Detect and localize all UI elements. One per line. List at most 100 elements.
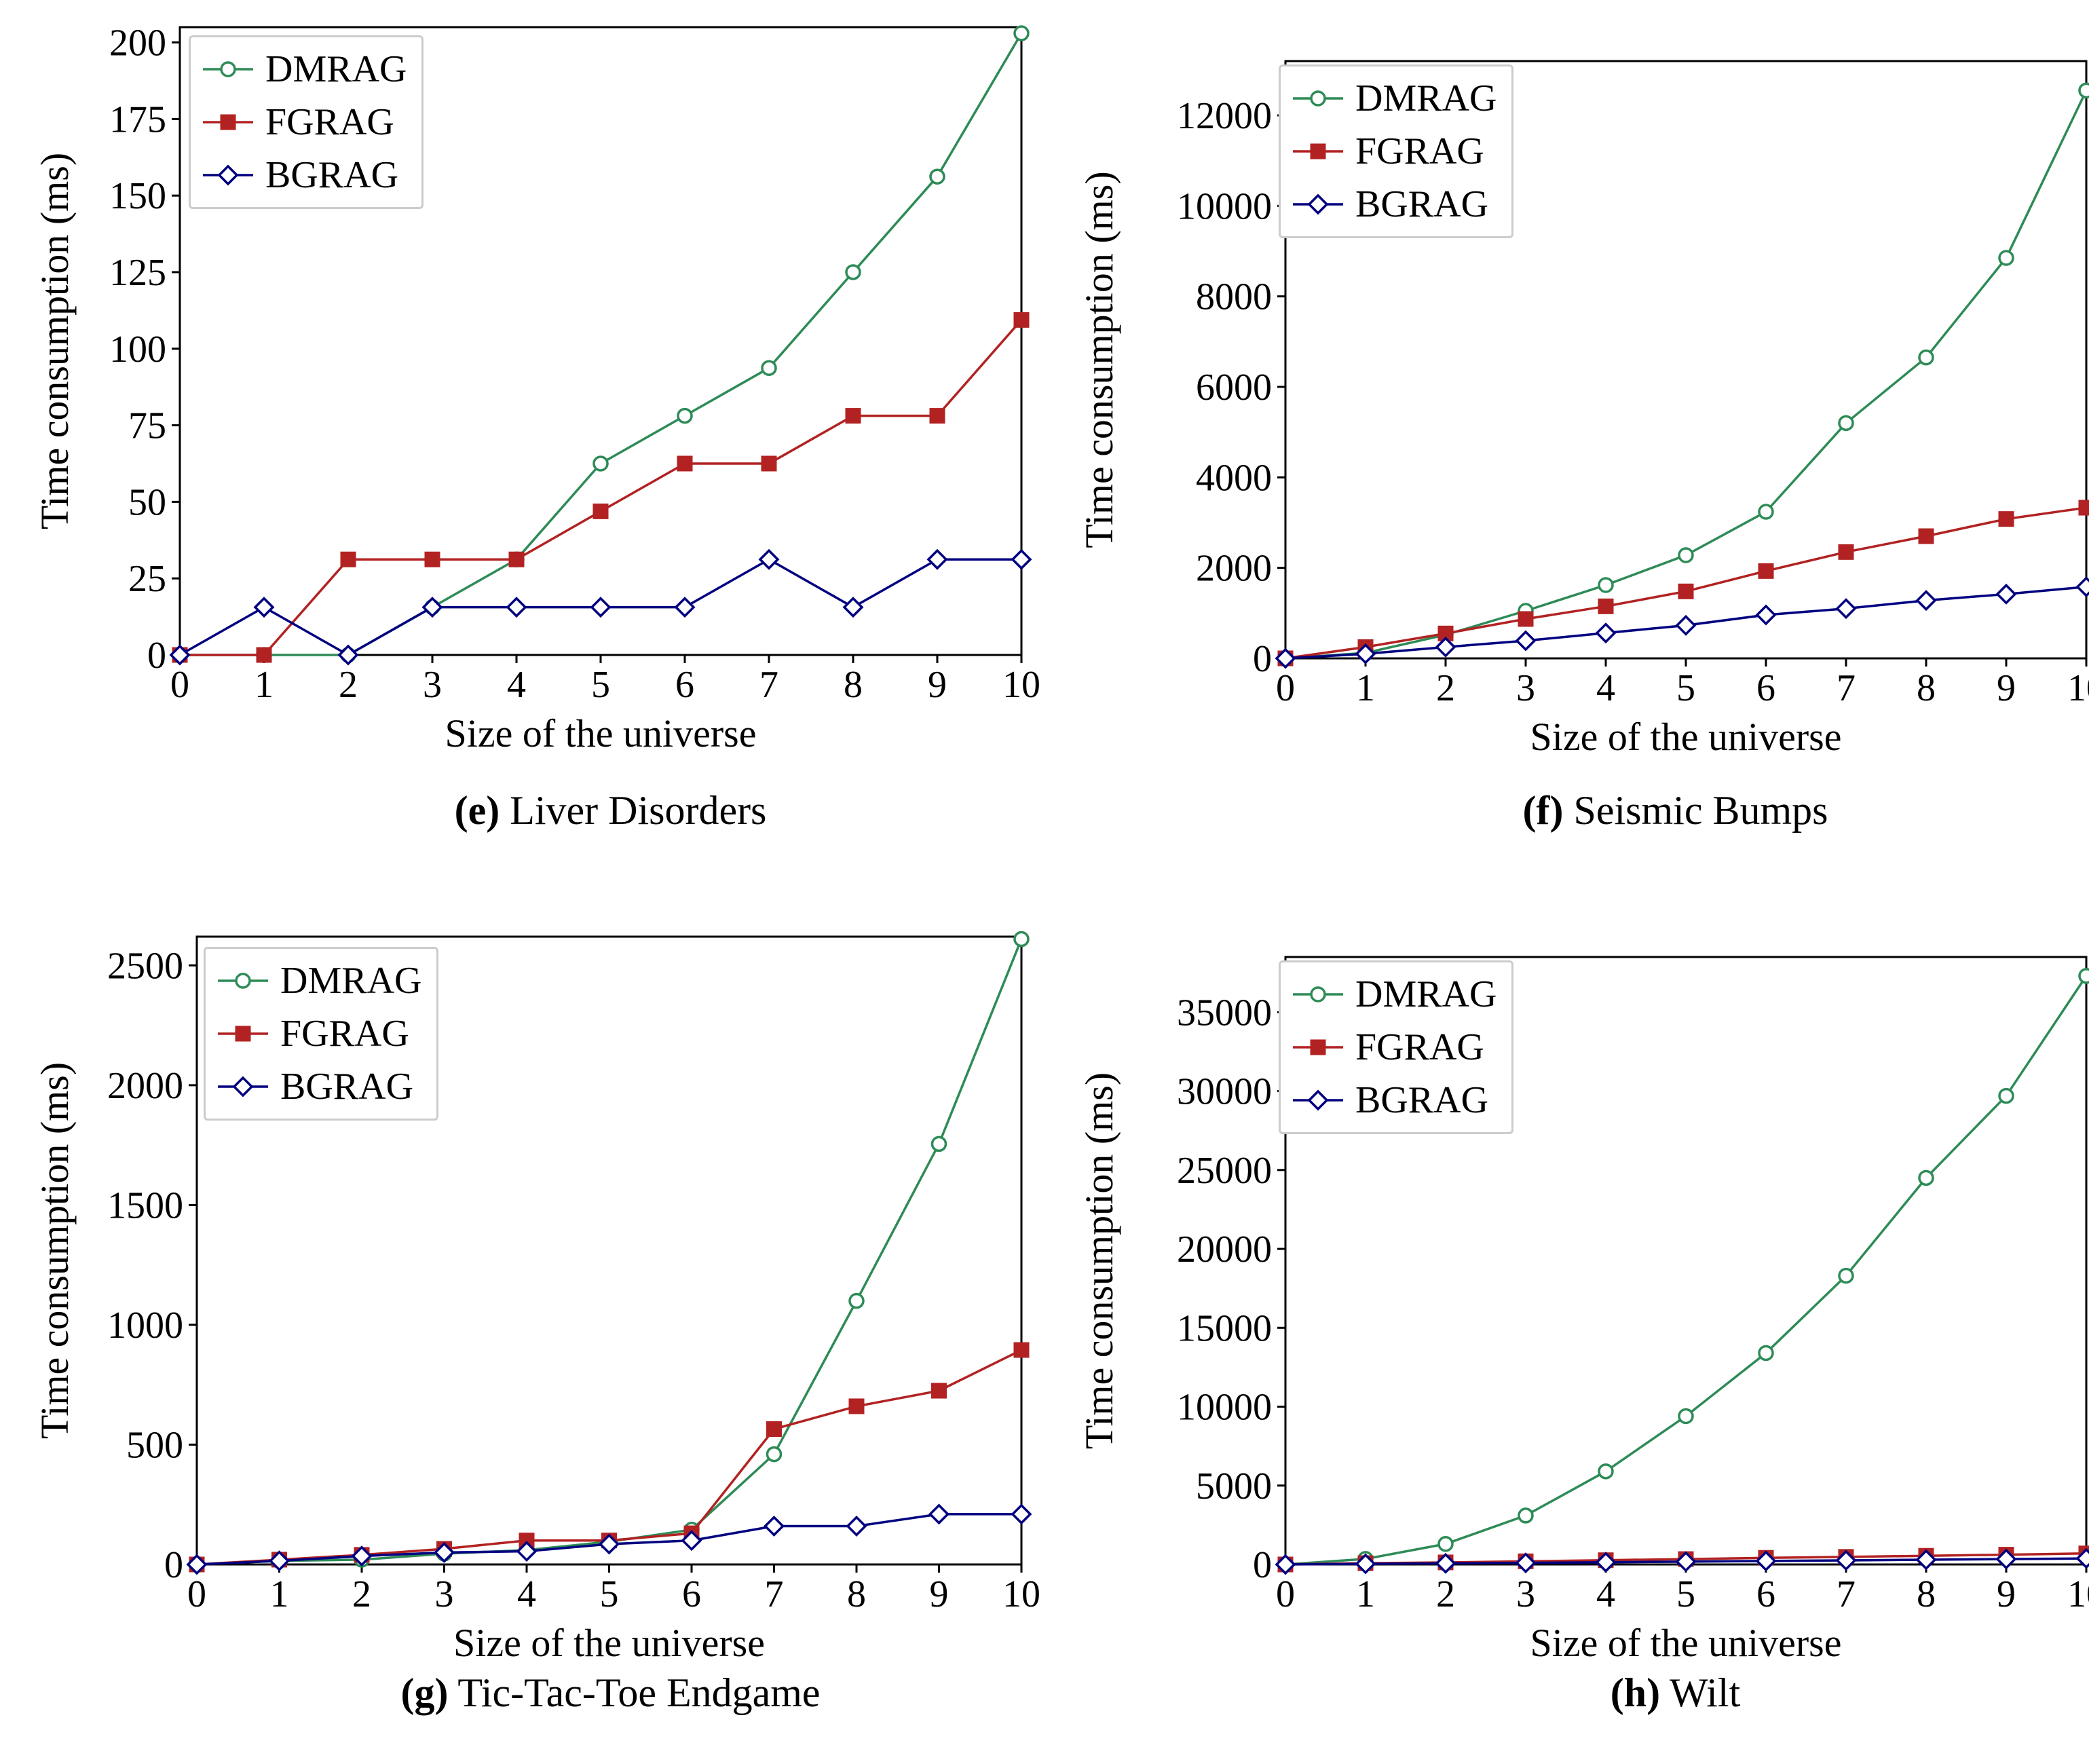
legend-marker <box>203 114 253 130</box>
data-point <box>1355 1553 1376 1575</box>
legend: DMRAG FGRAG BGRAG <box>189 35 424 209</box>
y-tick-label: 2000 <box>1196 548 1272 590</box>
data-point <box>1995 583 2017 605</box>
x-tick-label: 4 <box>1596 667 1615 709</box>
x-tick-label: 4 <box>1596 1573 1615 1615</box>
data-point <box>1678 583 1694 599</box>
y-tick-label: 100 <box>109 329 166 371</box>
x-tick-label: 8 <box>847 1573 866 1615</box>
chart-seismic-bumps: 0 1 2 3 4 5 6 7 8 9 10 0 2000 4000 6000 8000 10000 12000 S… <box>1077 60 2089 759</box>
data-point <box>1598 1463 1614 1480</box>
y-tick-label: 150 <box>109 175 166 217</box>
legend-label: FGRAG <box>1355 130 1484 172</box>
data-point <box>1675 614 1697 636</box>
y-tick-label: 175 <box>109 98 166 140</box>
legend: DMRAG FGRAG BGRAG <box>1279 64 1514 238</box>
x-tick-label: 10 <box>2067 667 2089 709</box>
data-point <box>269 1550 290 1572</box>
x-axis-label: Size of the universe <box>1530 1621 1841 1665</box>
data-point <box>1013 931 1030 947</box>
y-tick-label: 20000 <box>1177 1228 1272 1271</box>
legend-entry-dmrag: DMRAG <box>1293 968 1497 1021</box>
y-axis-label: Time consumption (ms) <box>33 153 77 529</box>
data-point <box>1435 636 1456 658</box>
caption-text: Wilt <box>1670 1670 1741 1715</box>
y-tick-label: 0 <box>1253 1544 1272 1586</box>
data-point <box>2078 82 2089 99</box>
data-point <box>1835 1550 1857 1571</box>
data-point <box>516 1541 538 1562</box>
y-tick-label: 6000 <box>1196 367 1272 409</box>
legend-entry-bgrag: BGRAG <box>1293 1074 1497 1127</box>
series-fgrag <box>172 312 1030 663</box>
data-point <box>677 455 693 472</box>
data-point <box>766 1421 782 1438</box>
x-axis-label: Size of the universe <box>1530 715 1841 759</box>
x-tick-label: 0 <box>1276 1573 1295 1615</box>
data-point <box>1758 1345 1774 1362</box>
data-point <box>1755 604 1777 626</box>
legend-marker <box>1293 143 1343 159</box>
data-point <box>1758 504 1774 520</box>
data-point <box>253 597 275 618</box>
legend-entry-dmrag: DMRAG <box>203 43 407 96</box>
x-tick-label: 8 <box>1917 1573 1936 1615</box>
data-point <box>928 1503 949 1525</box>
data-point <box>599 1533 620 1555</box>
series-line <box>196 1349 1022 1566</box>
legend-entry-dmrag: DMRAG <box>1293 72 1497 125</box>
legend-label: BGRAG <box>1355 1079 1489 1121</box>
caption-letter: g <box>414 1670 435 1715</box>
data-point <box>845 408 861 424</box>
y-tick-label: 50 <box>128 481 166 523</box>
y-tick-label: 75 <box>128 405 166 447</box>
data-point <box>1595 1552 1617 1573</box>
data-point <box>1918 528 1934 544</box>
data-point <box>674 597 696 618</box>
data-point <box>424 551 440 567</box>
data-point <box>508 551 525 567</box>
x-tick-label: 2 <box>352 1573 371 1615</box>
data-point <box>930 1136 947 1152</box>
y-tick-label: 2000 <box>107 1065 183 1107</box>
data-point <box>1838 1267 1854 1284</box>
data-point <box>1011 548 1032 570</box>
data-point <box>1678 1408 1694 1425</box>
data-point <box>1998 1087 2014 1104</box>
panel-wilt: 0 1 2 3 4 5 6 7 8 9 10 0 5000 10000 15000 20000 25000 300… <box>1044 882 2089 1764</box>
data-point <box>592 455 609 472</box>
data-point <box>351 1545 373 1567</box>
data-point <box>1013 25 1030 41</box>
y-tick-label: 0 <box>164 1544 183 1586</box>
x-tick-label: 8 <box>844 664 863 706</box>
caption-text: Liver Disorders <box>510 788 767 833</box>
x-tick-label: 10 <box>1002 1573 1040 1615</box>
x-tick-label: 1 <box>1356 667 1375 709</box>
data-point <box>2075 576 2089 598</box>
data-point <box>848 1398 865 1414</box>
y-axis-label: Time consumption (ms) <box>1077 1072 1121 1449</box>
x-tick-label: 0 <box>1276 667 1295 709</box>
data-point <box>1515 1552 1537 1574</box>
x-tick-label: 6 <box>682 1573 701 1615</box>
data-point <box>846 1516 867 1537</box>
x-tick-label: 6 <box>1756 1573 1775 1615</box>
y-tick-label: 2500 <box>107 945 183 987</box>
legend-entry-bgrag: BGRAG <box>203 149 407 202</box>
caption: (h) Wilt <box>1610 1670 1741 1715</box>
data-point <box>434 1541 455 1563</box>
series-bgrag <box>1275 576 2089 669</box>
legend-label: DMRAG <box>265 48 407 90</box>
x-tick-label: 0 <box>187 1573 206 1615</box>
legend-label: DMRAG <box>280 960 422 1002</box>
data-point <box>2078 968 2089 984</box>
data-point <box>1918 349 1934 366</box>
x-tick-label: 0 <box>170 664 189 706</box>
legend: DMRAG FGRAG BGRAG <box>1279 960 1514 1134</box>
data-point <box>1918 1169 1934 1186</box>
legend-entry-fgrag: FGRAG <box>203 96 407 149</box>
legend-label: FGRAG <box>280 1013 409 1055</box>
data-point <box>766 1446 783 1463</box>
legend-marker <box>218 1026 268 1042</box>
